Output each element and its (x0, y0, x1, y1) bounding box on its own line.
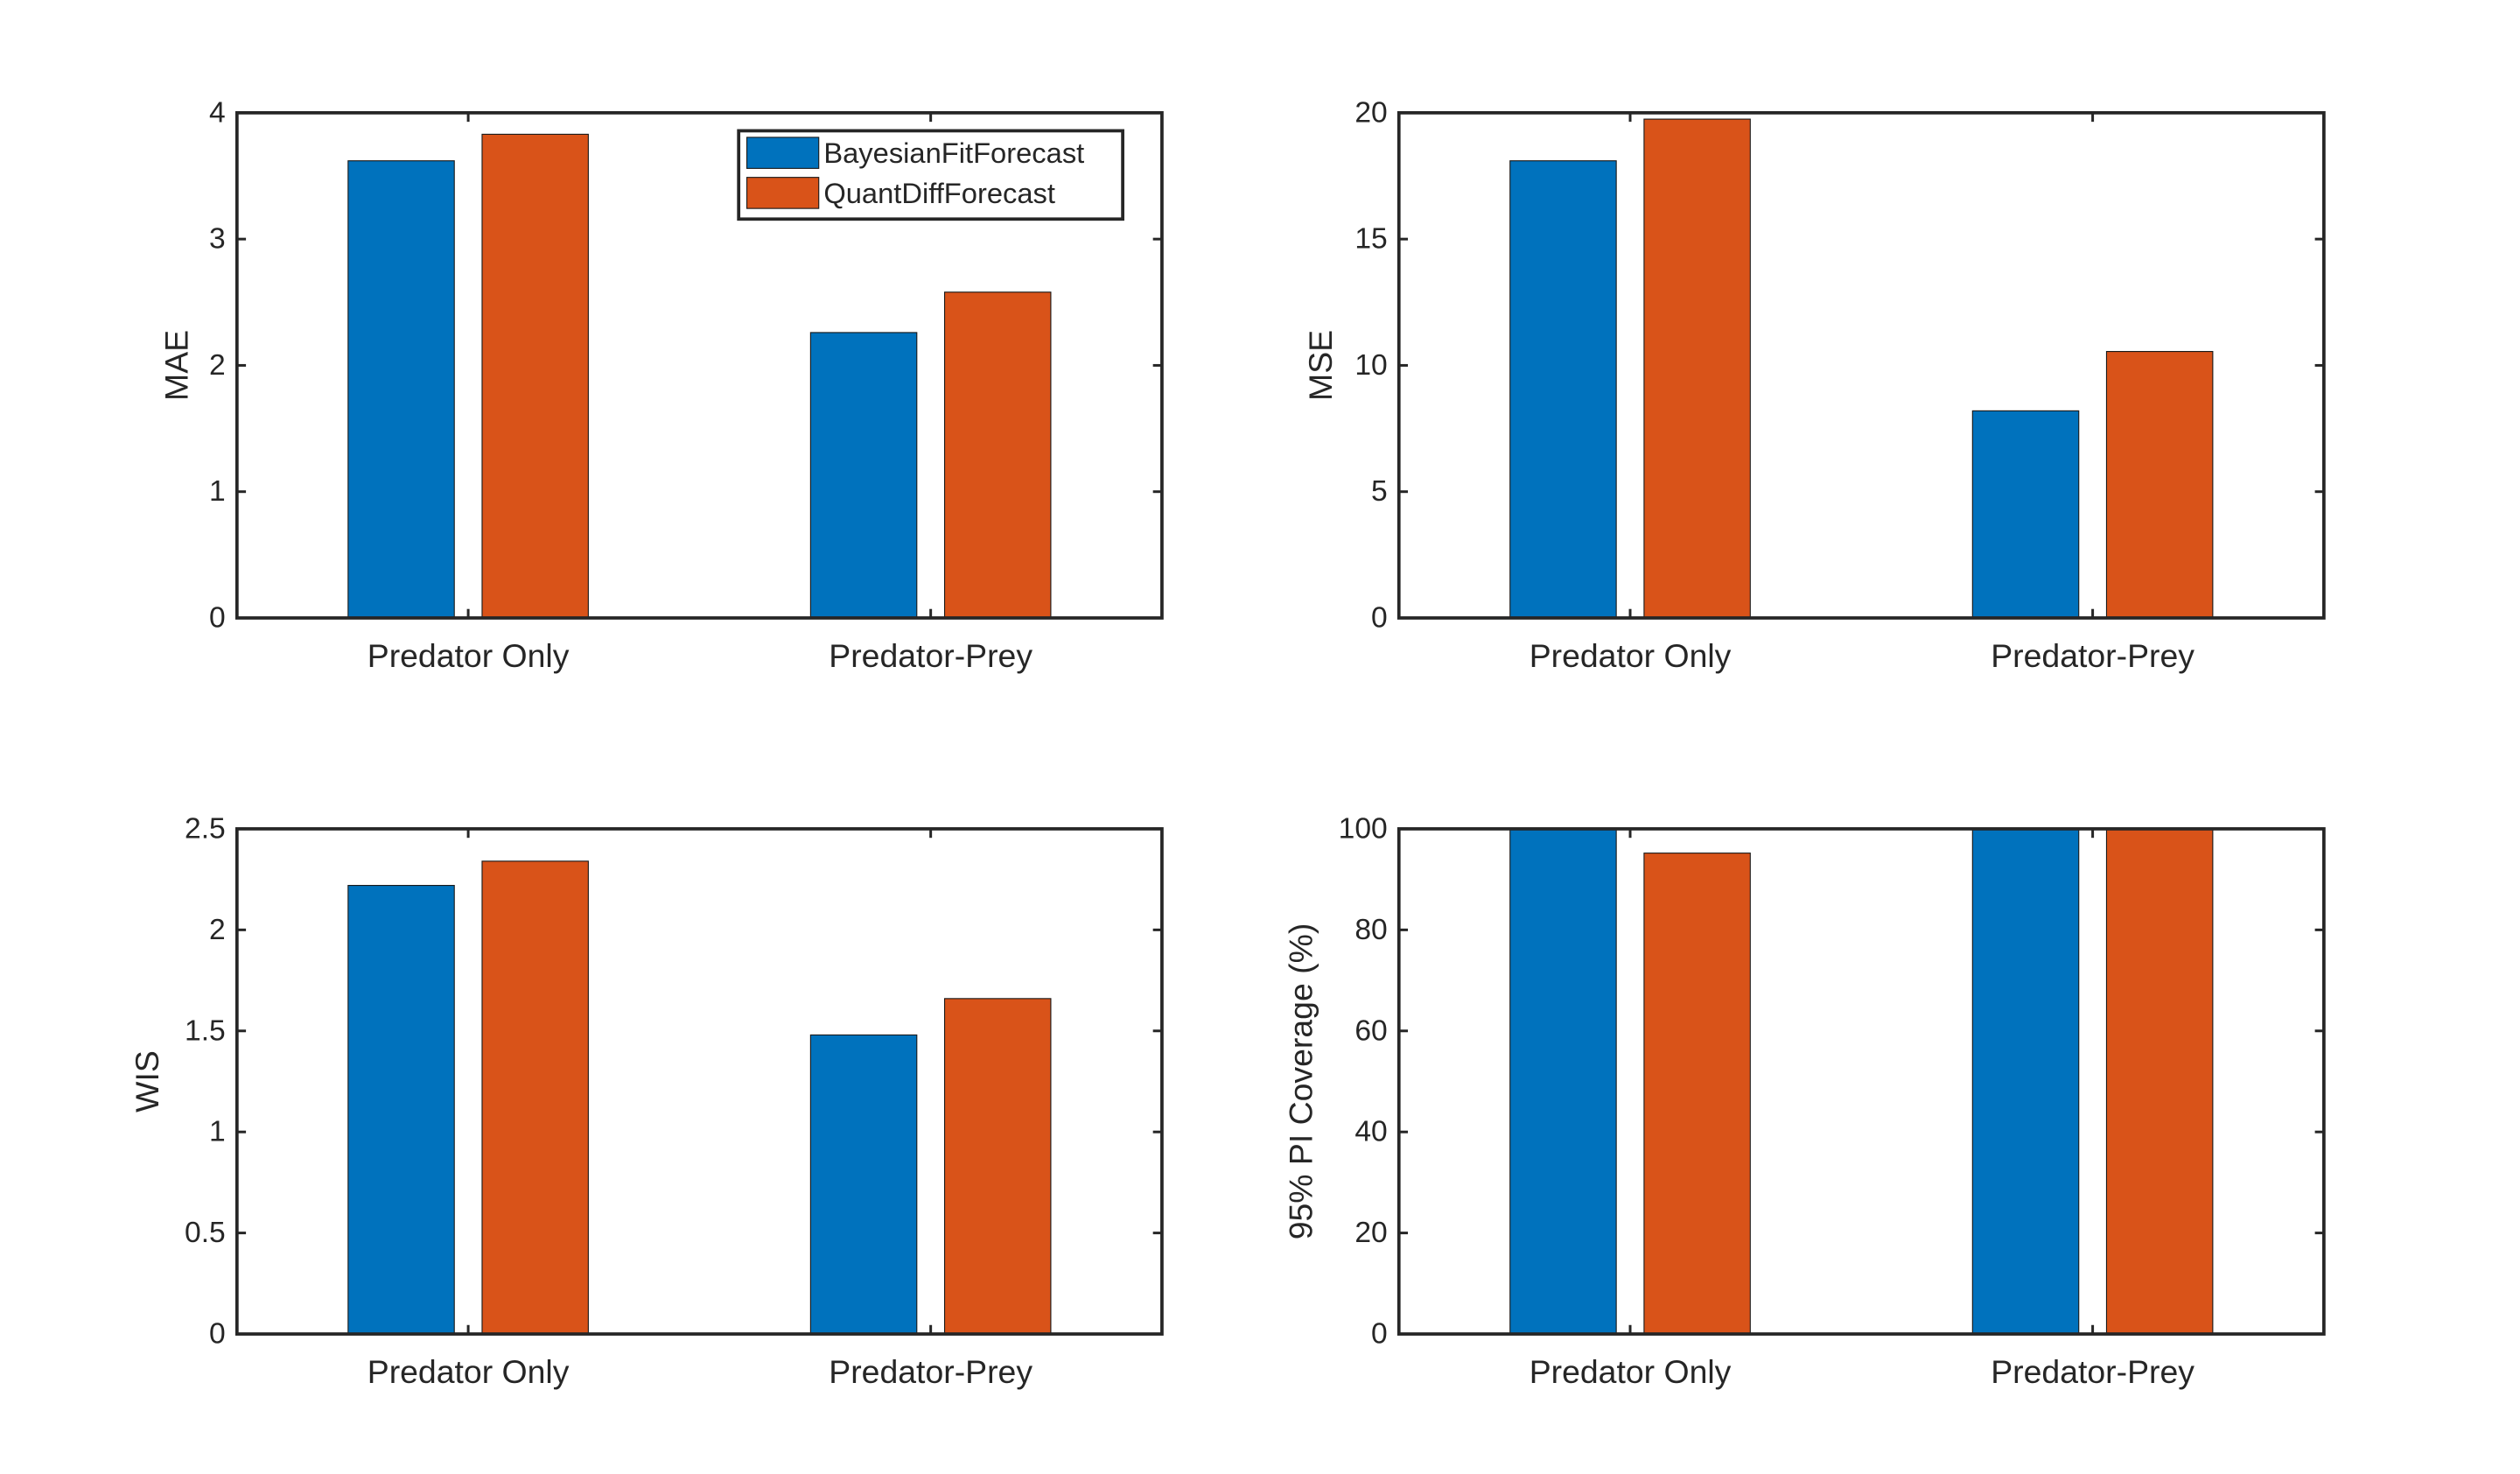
y-tick-label: 1 (209, 475, 226, 508)
bar-QuantDiffForecast-1 (481, 133, 589, 619)
x-category-label: Predator Only (1530, 637, 1732, 674)
x-category-label: Predator-Prey (829, 1353, 1032, 1390)
y-tick-label: 20 (1354, 1217, 1387, 1249)
bar-BayesianFitForecast-2 (1971, 828, 2080, 1335)
chart-panel-4: 0 20 40 60 80 100 Predator Only Predator-Prey 95… (1283, 812, 2326, 1390)
y-tick-label: 0 (1371, 601, 1388, 634)
y-tick-label: 60 (1354, 1014, 1387, 1047)
bar-BayesianFitForecast-1 (347, 884, 455, 1335)
y-tick-label: 1.5 (185, 1014, 226, 1047)
y-tick-label: 100 (1339, 812, 1388, 845)
bar-QuantDiffForecast-1 (1643, 853, 1751, 1335)
bar-BayesianFitForecast-1 (1509, 828, 1617, 1335)
y-tick-label: 80 (1354, 914, 1387, 946)
bar-BayesianFitForecast-2 (1971, 410, 2080, 619)
y-tick-label: 2.5 (185, 812, 226, 845)
y-tick-label: 1 (209, 1116, 226, 1148)
y-tick-label: 4 (209, 96, 226, 129)
legend-swatch-BayesianFitForecast (746, 137, 820, 169)
x-category-label: Predator Only (368, 637, 570, 674)
y-tick-label: 2 (209, 914, 226, 946)
bar-QuantDiffForecast-2 (943, 291, 1052, 619)
bar-QuantDiffForecast-1 (1643, 118, 1751, 619)
axes-box (234, 827, 1164, 1336)
bar-BayesianFitForecast-2 (809, 1034, 918, 1335)
bar-QuantDiffForecast-2 (2105, 350, 2214, 619)
x-category-label: Predator-Prey (1991, 1353, 2194, 1390)
bar-QuantDiffForecast-2 (943, 998, 1052, 1335)
y-tick-label: 10 (1354, 349, 1387, 382)
bar-BayesianFitForecast-1 (1509, 160, 1617, 619)
y-tick-label: 2 (209, 349, 226, 382)
y-tick-label: 0.5 (185, 1217, 226, 1249)
x-category-label: Predator-Prey (1991, 637, 2194, 674)
y-tick-label: 0 (1371, 1318, 1388, 1351)
y-axis-label: MSE (1302, 330, 1339, 401)
x-category-label: Predator-Prey (829, 637, 1032, 674)
legend: BayesianFitForecast QuantDiffForecast (737, 129, 1124, 221)
x-category-label: Predator Only (1530, 1353, 1732, 1390)
bar-QuantDiffForecast-2 (2105, 828, 2214, 1335)
y-tick-label: 0 (209, 1318, 226, 1351)
chart-panel-3: 0 0.5 1 1.5 2 2.5 Predator Only Predator-Prey WI… (129, 812, 1164, 1390)
y-tick-label: 0 (209, 601, 226, 634)
y-axis-label: 95% PI Coverage (%) (1283, 923, 1320, 1240)
chart-panel-2: 0 5 10 15 20 Predator Only Predator-Prey MSE (1302, 96, 2326, 674)
bar-QuantDiffForecast-1 (481, 860, 589, 1335)
legend-swatch-QuantDiffForecast (746, 177, 820, 209)
axes-box (1396, 827, 2326, 1336)
y-tick-label: 3 (209, 223, 226, 256)
bar-BayesianFitForecast-2 (809, 332, 918, 619)
bar-BayesianFitForecast-1 (347, 160, 455, 619)
y-tick-label: 15 (1354, 223, 1387, 256)
y-axis-label: MAE (158, 330, 195, 401)
y-axis-label: WIS (129, 1050, 165, 1113)
y-tick-label: 40 (1354, 1116, 1387, 1148)
legend-label-QuantDiffForecast: QuantDiffForecast (823, 177, 1055, 209)
y-tick-label: 5 (1371, 475, 1388, 508)
x-category-label: Predator Only (368, 1353, 570, 1390)
legend-label-BayesianFitForecast: BayesianFitForecast (823, 137, 1084, 169)
chart-panel-1: 0 1 2 3 4 Predator Only Predator-Prey MAE Bayesi… (158, 96, 1164, 674)
y-tick-label: 20 (1354, 96, 1387, 129)
